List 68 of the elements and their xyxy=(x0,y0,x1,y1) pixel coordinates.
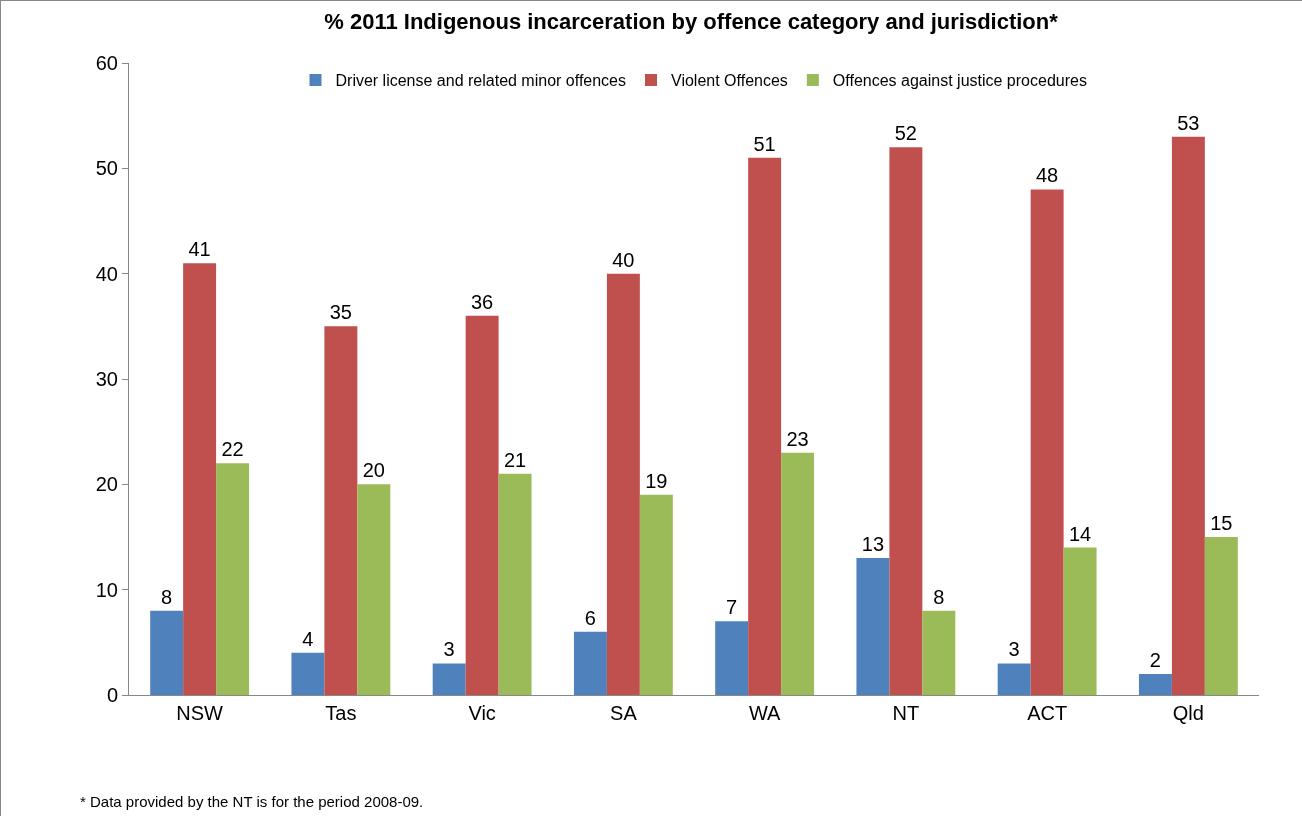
bar xyxy=(324,326,358,695)
bar xyxy=(715,621,749,695)
data-label: 8 xyxy=(933,585,945,608)
bar xyxy=(291,652,325,695)
data-label: 41 xyxy=(188,238,211,261)
x-tick-label: NT xyxy=(892,702,920,724)
bar xyxy=(216,463,250,695)
data-label: 6 xyxy=(584,606,596,629)
bar xyxy=(889,147,923,695)
bar xyxy=(639,494,673,695)
data-label: 21 xyxy=(503,448,527,471)
data-label: 8 xyxy=(161,585,173,608)
x-tick-label: SA xyxy=(610,702,638,724)
bar xyxy=(997,663,1031,695)
bar xyxy=(922,610,956,695)
data-label: 13 xyxy=(861,533,885,556)
bar xyxy=(856,558,890,695)
x-tick-label: Vic xyxy=(468,702,496,724)
chart-title: % 2011 Indigenous incarceration by offence category and jurisdiction* xyxy=(324,8,1059,34)
data-label: 7 xyxy=(726,596,738,619)
x-tick-label: NSW xyxy=(176,702,224,724)
text: * Data provided by the NT is for the period 2008-09. xyxy=(80,793,424,810)
bar xyxy=(465,315,499,695)
x-tick-label: Qld xyxy=(1172,702,1204,724)
bar xyxy=(357,484,391,695)
data-label: 36 xyxy=(471,290,494,313)
y-tick-label: 50 xyxy=(95,157,118,180)
x-tick-label: ACT xyxy=(1027,702,1068,724)
bar xyxy=(1204,537,1238,695)
legend-label: Driver license and related minor offences xyxy=(335,72,627,90)
data-label: 22 xyxy=(221,438,244,461)
bar xyxy=(1171,136,1205,695)
y-tick-label: 0 xyxy=(106,684,118,706)
data-label: 23 xyxy=(786,427,809,450)
data-label: 51 xyxy=(753,132,776,155)
data-label: 52 xyxy=(894,122,917,145)
data-label: 3 xyxy=(443,638,455,661)
data-label: 48 xyxy=(1036,164,1059,187)
data-label: 40 xyxy=(612,248,635,271)
data-label: 3 xyxy=(1008,638,1020,661)
data-label: 14 xyxy=(1068,522,1092,545)
y-tick-label: 10 xyxy=(95,578,118,601)
data-label: 35 xyxy=(329,301,352,324)
bar xyxy=(606,273,640,695)
data-label: 4 xyxy=(302,627,314,650)
legend-label: Offences against justice procedures xyxy=(832,72,1087,90)
bar xyxy=(498,473,532,695)
bar xyxy=(781,452,815,695)
data-label: 19 xyxy=(645,469,668,492)
x-tick-label: WA xyxy=(748,702,782,724)
bar xyxy=(183,263,217,695)
x-tick-label: Tas xyxy=(325,702,357,724)
bar xyxy=(573,631,607,695)
y-tick-label: 20 xyxy=(95,473,118,496)
y-tick-label: 30 xyxy=(95,368,118,390)
data-label: 53 xyxy=(1177,111,1200,134)
data-label: 15 xyxy=(1210,512,1233,534)
bar xyxy=(1138,673,1172,695)
data-label: 20 xyxy=(362,459,385,482)
legend-label: Violent Offences xyxy=(671,72,788,90)
bar xyxy=(432,663,466,695)
bar xyxy=(150,610,184,695)
bar xyxy=(748,157,782,695)
y-tick-label: 60 xyxy=(95,52,118,74)
data-label: 2 xyxy=(1149,648,1161,671)
bar xyxy=(1030,189,1064,695)
bar xyxy=(1063,547,1097,695)
y-tick-label: 40 xyxy=(95,262,118,285)
